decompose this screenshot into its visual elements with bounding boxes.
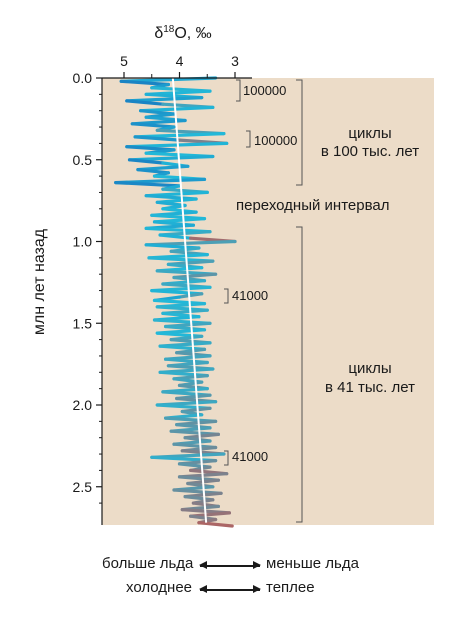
x-axis-title: δ18O, ‰: [154, 24, 211, 42]
legend-temp: холоднее теплее: [0, 579, 473, 601]
curve-segment: [127, 158, 165, 165]
curve-segment: [127, 154, 215, 162]
curve-segment: [136, 168, 170, 175]
curve-segment: [125, 95, 204, 103]
y-tick-label: 1.5: [73, 315, 93, 331]
y-tick-label: 2.5: [73, 479, 93, 495]
cycle-label-41k-b: 41000: [232, 449, 268, 464]
legend-temp-left: холоднее: [126, 579, 192, 596]
regime-bracket-41k: [296, 226, 303, 523]
cycle-bracket-41k-b: [224, 450, 229, 466]
y-axis: 0.0 0.5 1.0 1.5 2.0 2.5: [73, 70, 103, 525]
cycle-label-41k-a: 41000: [232, 288, 268, 303]
curve-segment: [133, 135, 182, 142]
curve-segment: [197, 521, 234, 528]
regime-41k-line2: в 41 тыс. лет: [325, 379, 415, 396]
isotope-curve: [114, 76, 237, 528]
y-tick-label: 0.5: [73, 152, 93, 168]
curve-segment: [177, 292, 204, 299]
y-axis-title: млн лет назад: [31, 228, 48, 335]
curve-segment: [125, 99, 165, 106]
curve-segment: [114, 181, 182, 188]
cycle-bracket-41k-a: [224, 288, 229, 304]
legend-temp-right: теплее: [266, 579, 315, 596]
curve-segment: [119, 79, 170, 87]
y-tick-label: 1.0: [73, 234, 93, 250]
cycle-label-100k-a: 100000: [243, 83, 286, 98]
regime-bracket-100k: [296, 79, 303, 186]
regime-100k-line1: циклы: [348, 125, 391, 142]
curve-segment: [125, 141, 229, 149]
curve-segment: [139, 105, 215, 113]
curve-segment: [133, 132, 226, 139]
cycle-label-100k-b: 100000: [254, 133, 297, 148]
regime-41k-line1: циклы: [348, 360, 391, 377]
cycle-bracket-100k-b: [246, 130, 251, 148]
x-tick-label: 3: [231, 53, 239, 69]
curve-segment: [150, 289, 204, 296]
transition-label: переходный интервал: [236, 197, 389, 214]
legend-ice-arrow: [199, 562, 261, 568]
legend-ice: больше льда меньше льда: [0, 555, 473, 577]
curve-segment: [130, 122, 176, 129]
y-tick-label: 2.0: [73, 397, 93, 413]
legend-ice-left: больше льда: [102, 555, 194, 572]
cycle-bracket-100k-a: [236, 79, 241, 102]
trend-line: [171, 77, 208, 523]
x-tick-label: 5: [120, 53, 128, 69]
regime-100k-line2: в 100 тыс. лет: [321, 143, 419, 160]
legend-ice-right: меньше льда: [266, 555, 359, 572]
y-tick-label: 0.0: [73, 70, 93, 86]
x-axis: 5 4 3: [102, 53, 252, 79]
legend-temp-arrow: [199, 586, 261, 592]
x-tick-label: 4: [176, 53, 184, 69]
